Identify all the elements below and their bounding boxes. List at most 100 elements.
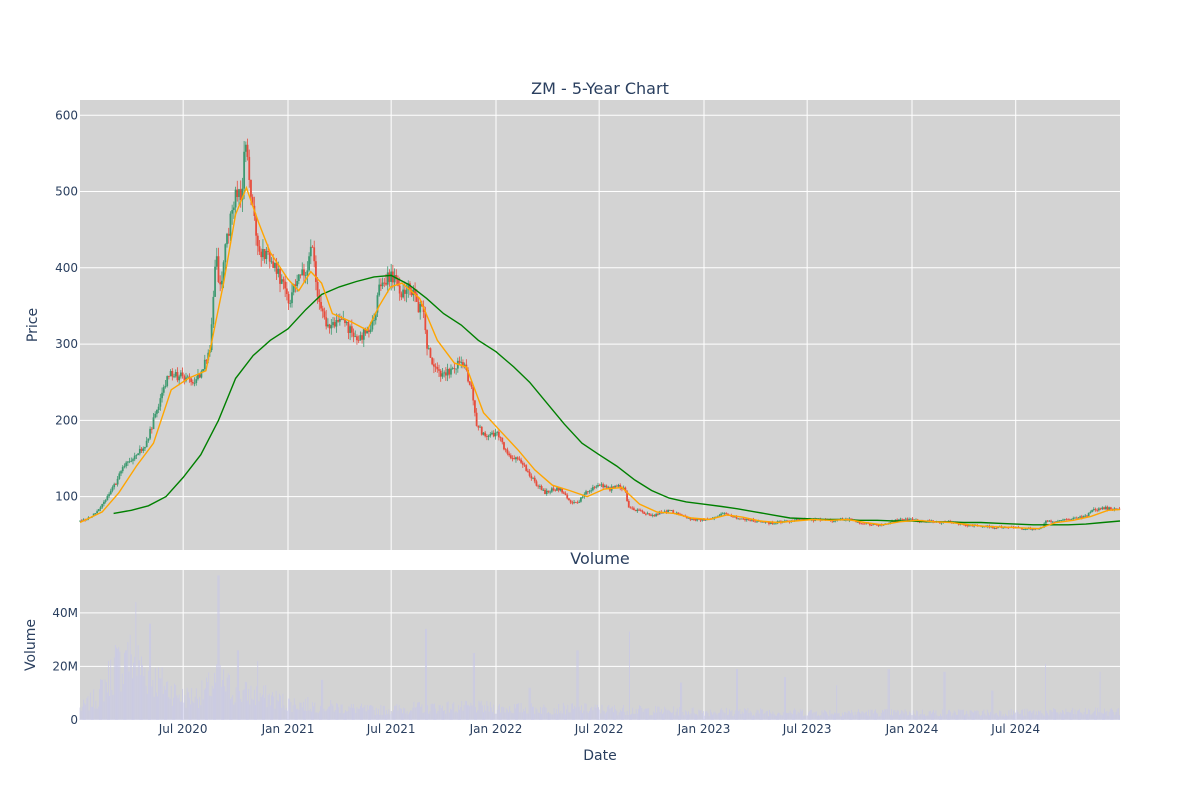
candle-body	[909, 518, 912, 520]
volume-bar	[753, 714, 754, 720]
volume-bar	[912, 710, 914, 720]
candle-body	[373, 320, 375, 322]
candle-body	[468, 381, 471, 385]
volume-bar	[709, 709, 711, 720]
volume-bar	[781, 715, 783, 720]
volume-bar	[1027, 711, 1029, 720]
volume-bar	[587, 712, 589, 720]
candle-body	[299, 274, 302, 276]
volume-bar	[892, 715, 893, 720]
volume-bar	[965, 714, 966, 720]
volume-bar	[369, 705, 370, 720]
candle-body	[515, 457, 517, 460]
volume-bar	[811, 709, 813, 720]
volume-bar	[305, 698, 307, 720]
volume-bar	[478, 700, 480, 720]
candle-body	[981, 526, 984, 528]
candle-body	[361, 335, 363, 340]
volume-bar	[419, 702, 420, 720]
volume-bar	[777, 713, 778, 720]
volume-bar	[431, 703, 433, 720]
candle-body	[460, 362, 463, 363]
candle-body	[446, 368, 449, 376]
candle-body	[1079, 516, 1082, 518]
price-y-tick-label: 400	[55, 261, 78, 275]
volume-bar	[606, 711, 607, 720]
candle-body	[311, 246, 314, 248]
candle-body	[1082, 516, 1085, 518]
candle-body	[236, 189, 239, 198]
volume-bar	[1018, 714, 1020, 720]
candle-body	[964, 525, 967, 526]
volume-bar	[527, 713, 529, 720]
volume-bar	[688, 711, 689, 720]
candle-body	[499, 437, 502, 439]
candle-body	[400, 293, 403, 298]
volume-bar	[1049, 709, 1051, 720]
candle-body	[774, 523, 777, 525]
volume-bar	[103, 701, 105, 720]
volume-bar	[998, 716, 999, 720]
candle-body	[521, 462, 524, 465]
volume-bar	[422, 712, 424, 720]
volume-bar	[574, 705, 575, 720]
volume-bar	[1013, 710, 1014, 720]
volume-bar	[475, 707, 476, 720]
volume-bar	[1016, 710, 1018, 720]
volume-bar	[413, 701, 415, 720]
volume-bar	[151, 686, 153, 720]
candle-body	[607, 487, 610, 489]
volume-bar	[338, 707, 340, 720]
volume-bar	[129, 634, 131, 720]
candle-body	[870, 524, 873, 526]
volume-bar	[684, 710, 686, 720]
candle-body	[275, 262, 278, 274]
volume-bar	[368, 709, 369, 720]
candle-body	[195, 379, 198, 383]
volume-bar	[740, 713, 742, 720]
volume-bar	[417, 702, 418, 720]
candle-body	[658, 511, 661, 515]
candle-body	[231, 210, 234, 214]
volume-bar	[395, 705, 397, 720]
volume-bar	[217, 575, 219, 720]
volume-bar	[696, 713, 697, 720]
candle-body	[749, 520, 752, 521]
volume-bar	[770, 712, 772, 720]
volume-bar	[512, 713, 514, 720]
candle-body	[667, 509, 669, 513]
volume-bar	[342, 713, 344, 720]
volume-bar	[536, 709, 538, 720]
volume-bar	[927, 715, 929, 720]
candle-body	[1065, 519, 1068, 521]
volume-bar	[168, 697, 170, 720]
candle-body	[258, 246, 261, 252]
candle-body	[123, 466, 126, 468]
candle-body	[564, 493, 567, 495]
candle-body	[1046, 520, 1049, 522]
volume-bar	[932, 711, 933, 720]
candle-body	[874, 524, 876, 525]
candle-body	[966, 525, 969, 527]
volume-bar	[298, 709, 300, 720]
candle-body	[516, 457, 519, 459]
volume-bar	[863, 713, 865, 720]
volume-bar	[976, 710, 978, 720]
volume-bar	[624, 711, 626, 720]
volume-bar	[1109, 709, 1111, 720]
volume-bar	[784, 677, 785, 720]
volume-bar	[1073, 713, 1075, 720]
volume-bar	[845, 712, 847, 720]
volume-bar	[685, 711, 687, 720]
candle-body	[1087, 512, 1090, 517]
volume-bar	[894, 710, 896, 720]
candle-body	[337, 320, 340, 322]
volume-bar	[1017, 711, 1019, 720]
volume-bar	[494, 713, 496, 720]
volume-bar	[473, 653, 475, 720]
volume-bar	[389, 714, 391, 720]
candle-body	[626, 491, 628, 501]
candle-body	[1068, 519, 1071, 521]
candle-body	[152, 417, 155, 430]
